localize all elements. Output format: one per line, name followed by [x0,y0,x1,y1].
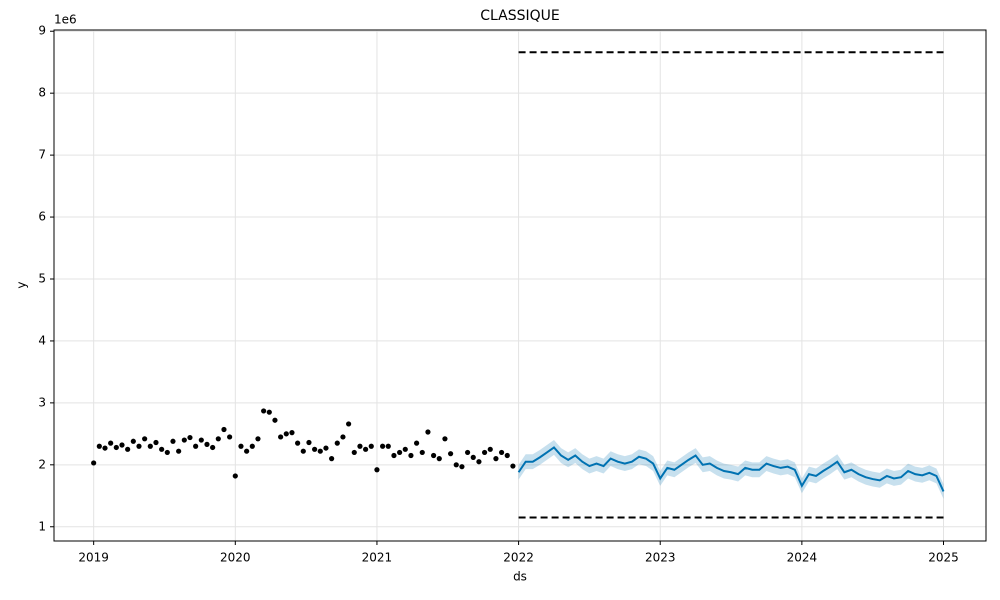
history-point [493,456,499,462]
history-point [176,448,182,454]
x-tick-label: 2022 [503,551,534,565]
history-point [198,437,204,443]
history-point [153,439,159,446]
forecast-line [517,446,945,492]
history-point [408,452,414,459]
history-point [430,452,437,459]
y-tick-label: 5 [38,271,46,285]
history-point [289,430,295,436]
history-point [255,436,261,442]
history-point [391,452,397,459]
y-offset-label: 1e6 [54,13,77,27]
history-point [487,446,493,452]
y-tick-label: 6 [38,210,46,224]
history-point [295,440,301,446]
history-point [278,434,284,440]
history-point [232,473,238,479]
history-point [317,448,323,454]
history-point [346,421,352,427]
history-point [170,438,176,444]
history-point [425,429,431,435]
history-point [510,463,516,469]
history-point [368,443,374,449]
history-point [363,446,369,452]
history-point [238,443,244,449]
history-point [476,459,482,465]
history-point [159,446,165,452]
history-point [91,460,97,466]
history-point [453,462,459,468]
history-point [447,451,454,457]
history-point [351,449,357,456]
history-point [380,443,386,449]
history-point [210,444,216,451]
history-point [244,448,250,454]
history-point [436,456,442,462]
history-point [261,408,267,414]
y-tick-label: 9 [38,24,46,38]
history-point [300,448,306,454]
history-point [442,436,448,442]
x-tick-label: 2024 [787,551,818,565]
y-tick-label: 4 [38,333,46,347]
history-point [136,443,142,449]
history-point [414,440,420,446]
y-axis-label: y [15,281,29,288]
history-point [357,443,363,449]
history-point [181,437,187,443]
history-point [459,464,465,470]
history-point [374,467,380,473]
x-axis-label: ds [513,570,527,584]
y-tick-label: 8 [38,86,46,100]
history-point [187,434,193,441]
history-point [481,449,488,456]
history-point [306,439,312,446]
history-point [204,441,210,447]
history-point [334,440,340,446]
y-tick-label: 2 [38,457,46,471]
history-point [249,443,255,449]
x-tick-label: 2021 [362,551,393,565]
history-point [221,426,227,433]
plot-frame [53,29,987,542]
y-tick-label: 1 [38,519,46,533]
x-tick-label: 2020 [220,551,251,565]
history-point [419,449,425,456]
history-point [96,443,102,449]
history-point [504,452,510,459]
history-point [147,443,153,449]
history-point [193,443,199,449]
history-point [340,434,346,440]
history-point [102,445,108,451]
history-point [312,446,318,452]
history-point [323,445,329,451]
history-point [397,449,403,456]
history-point [385,443,391,449]
history-point [283,431,289,437]
x-tick-label: 2025 [928,551,959,565]
history-point [130,438,136,444]
uncertainty-band [518,440,944,499]
y-tick-label: 7 [38,148,46,162]
history-point [125,446,131,452]
history-point [329,456,335,462]
history-point [402,446,408,452]
history-point [464,449,471,456]
history-point [119,442,125,448]
history-point [470,454,476,460]
history-point [142,436,148,442]
history-point [266,409,272,415]
x-tick-label: 2023 [645,551,676,565]
history-point [164,449,170,456]
history-point [498,449,505,456]
history-point [113,444,119,451]
history-point [272,417,278,423]
x-tick-label: 2019 [78,551,109,565]
history-point [215,436,221,442]
history-point [227,434,233,440]
history-point [108,440,114,446]
chart-title: CLASSIQUE [480,8,560,24]
y-tick-label: 3 [38,395,46,409]
